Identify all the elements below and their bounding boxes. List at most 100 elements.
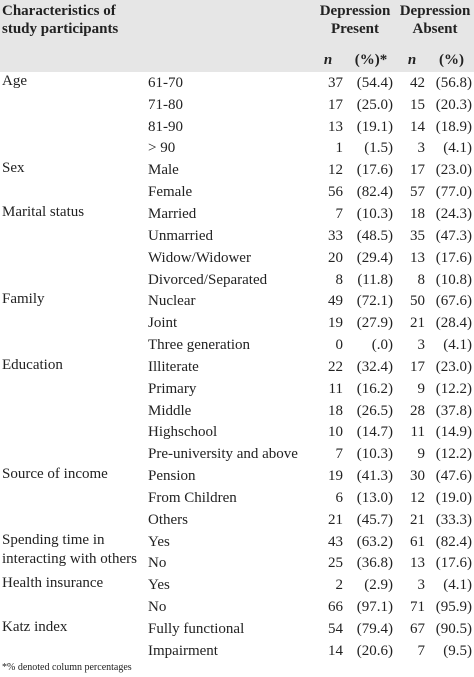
cell: 17 xyxy=(410,162,425,179)
cell: (54.4) xyxy=(356,74,393,91)
category: Others xyxy=(148,511,188,528)
cell: (4.1) xyxy=(443,337,472,354)
cell: 7 xyxy=(335,446,344,463)
table-row: Unmarried 33 (48.5) 35 (47.3) xyxy=(0,225,474,247)
footnote: *% denoted column percentages xyxy=(2,662,132,673)
cell: (95.9) xyxy=(435,599,472,616)
cell: 3 xyxy=(417,140,426,157)
column-header-text: Depression Present xyxy=(319,3,391,37)
table-row: > 90 1 (1.5) 3 (4.1) xyxy=(0,138,474,160)
cell: (82.4) xyxy=(356,184,393,201)
cell: 49 xyxy=(328,293,343,310)
group-label: Education xyxy=(2,356,63,373)
cell: 18 xyxy=(328,402,343,419)
cell: 1 xyxy=(335,140,344,157)
table-row: Three generation 0 (.0) 3 (4.1) xyxy=(0,334,474,356)
cell: (4.1) xyxy=(443,577,472,594)
category: Primary xyxy=(148,380,197,397)
cell: (72.1) xyxy=(356,293,393,310)
table-row: Others 21 (45.7) 21 (33.3) xyxy=(0,509,474,531)
cell: (90.5) xyxy=(435,621,472,638)
cell: (.0) xyxy=(371,337,393,354)
cell: 66 xyxy=(328,599,343,616)
cell: 12 xyxy=(328,162,343,179)
category: Male xyxy=(148,162,179,179)
cell: 21 xyxy=(328,511,343,528)
cell: 61 xyxy=(410,533,425,550)
cell: (37.8) xyxy=(435,402,472,419)
cell: (17.6) xyxy=(435,249,472,266)
cell: (77.0) xyxy=(435,184,472,201)
cell: (23.0) xyxy=(435,358,472,375)
cell: (10.3) xyxy=(356,205,393,222)
cell: (17.6) xyxy=(435,555,472,572)
header-title: Characteristics of study participants xyxy=(0,0,309,48)
subcolumn: n xyxy=(395,48,429,72)
table-row: Sex Male 12 (17.6) 17 (23.0) xyxy=(0,159,474,181)
category: 71-80 xyxy=(148,96,183,113)
cell: (19.1) xyxy=(356,118,393,135)
cell: 8 xyxy=(417,271,426,288)
cell: (29.4) xyxy=(356,249,393,266)
table-row: 71-80 17 (25.0) 15 (20.3) xyxy=(0,94,474,116)
category: Divorced/Separated xyxy=(148,271,268,288)
cell: (23.0) xyxy=(435,162,472,179)
cell: 25 xyxy=(328,555,343,572)
table-row: Spending time in interacting with others… xyxy=(0,531,474,567)
category: 61-70 xyxy=(148,74,183,91)
cell: (17.6) xyxy=(356,162,393,179)
table-body: Age 61-70 37 (54.4) 42 (56.8) 71-80 17 (25.0) 15(… xyxy=(0,72,474,662)
cell: (48.5) xyxy=(356,227,393,244)
cell: 2 xyxy=(335,577,344,594)
cell: 37 xyxy=(328,74,343,91)
table-row: No 25 (36.8) 13 (17.6) xyxy=(0,553,474,575)
cell: (47.3) xyxy=(435,227,472,244)
cell: (9.5) xyxy=(443,642,472,659)
table-row: Joint 19 (27.9) 21 (28.4) xyxy=(0,312,474,334)
cell: 13 xyxy=(328,118,343,135)
cell: 6 xyxy=(335,489,344,506)
table-row: 81-90 13 (19.1) 14 (18.9) xyxy=(0,116,474,138)
category: Middle xyxy=(148,402,192,419)
category: Pre-university and above xyxy=(148,446,298,463)
cell: (27.9) xyxy=(356,315,393,332)
header-title-text: Characteristics of study participants xyxy=(2,3,119,37)
category: Unmarried xyxy=(148,227,213,244)
cell: (82.4) xyxy=(435,533,472,550)
category: Female xyxy=(148,184,193,201)
category: Illiterate xyxy=(148,358,199,375)
cell: (20.6) xyxy=(356,642,393,659)
cell: (16.2) xyxy=(356,380,393,397)
table-row: Family Nuclear 49 (72.1) 50 (67.6) xyxy=(0,290,474,312)
cell: 33 xyxy=(328,227,343,244)
column-header-text: Depression Absent xyxy=(399,3,471,37)
group-label: Health insurance xyxy=(2,575,104,592)
header-row: Characteristics of study participants De… xyxy=(0,0,474,48)
cell: 28 xyxy=(410,402,425,419)
cell: (33.3) xyxy=(435,511,472,528)
cell: 14 xyxy=(410,118,425,135)
category: > 90 xyxy=(148,140,176,157)
cell: 57 xyxy=(410,184,425,201)
table-row: Katz index Fully functional 54 (79.4) 67 (90.… xyxy=(0,618,474,640)
cell: 0 xyxy=(335,337,344,354)
blank xyxy=(0,48,309,72)
cell: (28.4) xyxy=(435,315,472,332)
cell: 7 xyxy=(335,205,344,222)
cell: (63.2) xyxy=(356,533,393,550)
cell: 67 xyxy=(410,621,425,638)
cell: (14.7) xyxy=(356,424,393,441)
category: Pension xyxy=(148,468,196,485)
cell: (14.9) xyxy=(435,424,472,441)
cell: (24.3) xyxy=(435,205,472,222)
group-label: Sex xyxy=(2,160,25,177)
cell: 11 xyxy=(328,380,343,397)
category: Married xyxy=(148,205,197,222)
cell: (19.0) xyxy=(435,489,472,506)
cell: 14 xyxy=(328,642,343,659)
category: 81-90 xyxy=(148,118,183,135)
cell: 3 xyxy=(417,577,426,594)
cell: 42 xyxy=(410,74,425,91)
cell: 21 xyxy=(410,315,425,332)
